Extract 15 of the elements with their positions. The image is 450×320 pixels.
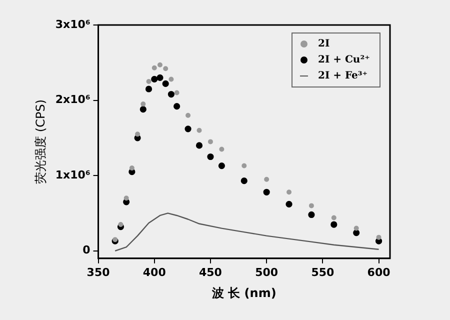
x-tick-label: 550 (311, 266, 334, 279)
x-tick-label: 500 (255, 266, 278, 279)
legend-label: 2I (318, 38, 330, 50)
y-tick-label: 1x10⁶ (55, 168, 90, 182)
y-tick-label: 0 (82, 244, 91, 257)
legend-label: 2I + Cu²⁺ (318, 54, 370, 66)
y-tick-label: 3x10⁶ (55, 18, 90, 31)
y-axis-title: 荧光强度 (CPS) (33, 99, 48, 184)
y-tick-label: 2x10⁶ (55, 93, 90, 106)
x-tick-label: 450 (198, 266, 222, 279)
x-tick-label: 350 (86, 266, 110, 279)
x-tick-label: 400 (142, 266, 166, 279)
legend-label: 2I + Fe³⁺ (318, 70, 368, 82)
x-axis-title: 波 长 (nm) (210, 286, 276, 300)
x-tick-label: 600 (367, 266, 391, 279)
